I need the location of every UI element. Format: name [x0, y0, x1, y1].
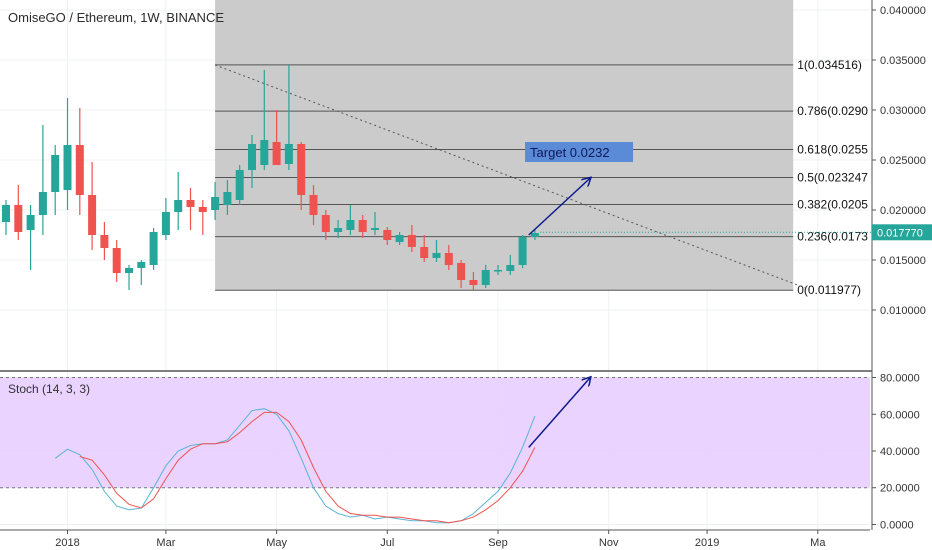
fib-level-label: 0.382(0.0205 — [797, 198, 868, 212]
target-label: Target 0.0232 — [530, 145, 610, 160]
candle-body — [309, 195, 318, 215]
stoch-tick-label: 60.0000 — [880, 409, 920, 421]
candle-body — [518, 237, 527, 265]
candle-body — [297, 144, 306, 195]
candle-body — [26, 215, 35, 230]
candle-body — [2, 205, 10, 222]
time-tick-label: Sep — [488, 537, 508, 549]
candles — [2, 65, 539, 290]
candle-body — [457, 263, 466, 280]
candle-body — [235, 170, 244, 200]
candle-body — [407, 235, 416, 247]
candle-body — [420, 247, 429, 258]
fib-shading — [215, 0, 794, 291]
stoch-tick-label: 0.0000 — [880, 519, 914, 531]
candle-body — [223, 192, 232, 205]
candle-body — [137, 262, 146, 268]
candle-body — [174, 200, 183, 212]
candle-body — [125, 268, 133, 273]
candle-body — [161, 212, 170, 235]
time-tick-label: 2019 — [695, 537, 719, 549]
candle-body — [444, 253, 453, 265]
time-tick-label: Nov — [599, 537, 619, 549]
candle-body — [248, 144, 256, 170]
candle-body — [272, 142, 281, 165]
trendline[interactable] — [214, 64, 806, 289]
candle-body — [198, 207, 207, 212]
time-tick-label: 2018 — [55, 537, 79, 549]
price-tick-label: 0.010000 — [880, 305, 926, 317]
candle-body — [432, 253, 441, 258]
stoch-tick-label: 80.0000 — [880, 373, 920, 385]
stoch-band-fill — [0, 377, 870, 488]
stoch-lines — [54, 408, 536, 524]
candle-body — [63, 145, 72, 190]
time-tick-label: Mar — [156, 537, 175, 549]
candle-body — [211, 197, 220, 210]
last-price-badge — [872, 224, 932, 241]
stoch-tick-label: 20.0000 — [880, 483, 920, 495]
time-tick-label: Jul — [380, 537, 394, 549]
candle-body — [75, 145, 84, 195]
candle-body — [149, 232, 158, 265]
downtrend-line[interactable] — [214, 64, 806, 289]
candle-body — [371, 228, 379, 230]
stoch-d-line — [79, 411, 536, 524]
chart-title: OmiseGO / Ethereum, 1W, BINANCE — [8, 10, 224, 25]
fib-level-label: 0.786(0.0290 — [797, 104, 868, 118]
candle-body — [14, 205, 23, 232]
price-tick-label: 0.020000 — [880, 205, 926, 217]
candle-body — [284, 144, 293, 164]
price-tick-label: 0.015000 — [880, 255, 926, 267]
candle-body — [358, 220, 367, 232]
axis-mask — [871, 0, 932, 370]
time-tick-label: May — [266, 537, 287, 549]
candle-body — [186, 200, 195, 207]
candle-body — [383, 230, 392, 240]
annotations[interactable]: Target 0.0232 — [525, 142, 634, 448]
candle-body — [346, 220, 355, 230]
stoch-band — [0, 377, 870, 489]
price-tick-label: 0.035000 — [880, 55, 926, 67]
price-tick-label: 0.030000 — [880, 105, 926, 117]
candle-body — [260, 140, 269, 165]
candle-body — [481, 270, 490, 285]
candle-body — [494, 270, 502, 272]
candle-body — [38, 192, 47, 215]
candle-body — [88, 195, 97, 235]
fib-level-label: 0.236(0.0173 — [797, 230, 868, 244]
last-price-label: 0.017770 — [877, 227, 923, 239]
candle-body — [506, 265, 515, 271]
fib-level-label: 1(0.034516) — [797, 58, 862, 72]
target-arrow[interactable] — [528, 178, 591, 236]
candle-body — [334, 228, 343, 232]
candle-body — [469, 280, 478, 285]
fib-retracement[interactable]: 1(0.034516) 0.786(0.0290 0.618(0.0255 0.5(0… — [215, 0, 932, 370]
stoch-arrow[interactable] — [528, 378, 591, 448]
target-label-box[interactable] — [525, 142, 634, 162]
candle-body — [530, 233, 539, 237]
fib-level-label: 0.5(0.023247 — [797, 171, 868, 185]
candle-body — [51, 155, 60, 192]
stoch-title: Stoch (14, 3, 3) — [8, 382, 90, 396]
stoch-tick-label: 40.0000 — [880, 446, 920, 458]
price-tick-label: 0.040000 — [880, 5, 926, 17]
candle-body — [395, 235, 404, 242]
fib-level-label: 0.618(0.0255 — [797, 143, 868, 157]
candle-body — [112, 248, 121, 273]
candle-body — [321, 215, 330, 232]
price-tick-label: 0.025000 — [880, 155, 926, 167]
time-tick-label: Ma — [810, 537, 826, 549]
fib-level-label: 0(0.011977) — [797, 283, 861, 297]
candle-body — [100, 235, 109, 248]
